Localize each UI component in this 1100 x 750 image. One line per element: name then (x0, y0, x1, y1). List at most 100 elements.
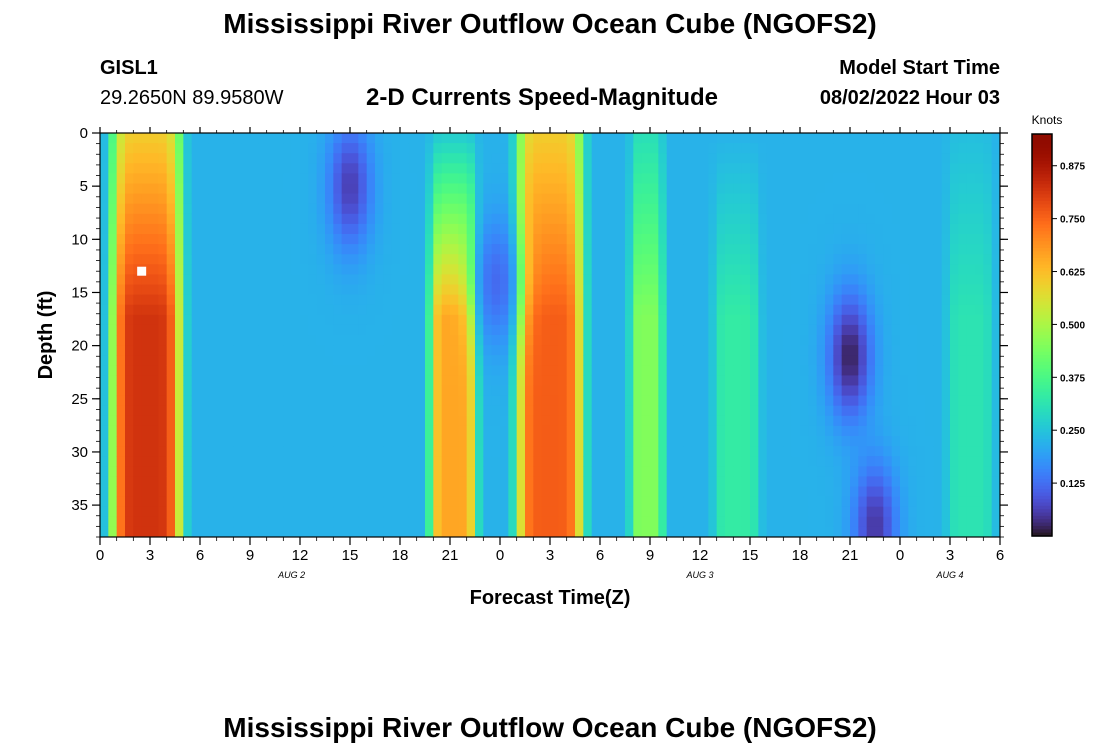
heatmap-cell (841, 264, 851, 275)
heatmap-cell (433, 213, 443, 225)
heatmap-cell (425, 436, 434, 447)
heatmap-cell (350, 436, 359, 447)
heatmap-cell (916, 466, 926, 477)
heatmap-cell (283, 456, 293, 467)
heatmap-cell (933, 405, 943, 417)
heatmap-cell (516, 425, 526, 437)
heatmap-cell (825, 284, 834, 296)
heatmap-cell (458, 405, 468, 417)
heatmap-cell (741, 476, 751, 487)
heatmap-cell (941, 173, 951, 184)
heatmap-cell (775, 506, 784, 518)
heatmap-cell (891, 425, 901, 437)
heatmap-cell (533, 234, 543, 245)
heatmap-cell (341, 314, 351, 326)
heatmap-cell (325, 446, 334, 457)
heatmap-cell (450, 143, 459, 154)
heatmap-cell (925, 213, 934, 225)
heatmap-cell (991, 314, 1001, 326)
heatmap-cell (325, 476, 334, 487)
heatmap-cell (391, 304, 401, 316)
heatmap-cell (483, 425, 493, 437)
heatmap-cell (383, 143, 393, 154)
heatmap-cell (658, 274, 668, 285)
heatmap-cell (291, 446, 301, 457)
heatmap-cell (908, 324, 918, 336)
heatmap-cell (250, 486, 259, 498)
heatmap-cell (475, 446, 484, 457)
heatmap-cell (533, 345, 543, 356)
heatmap-cell (616, 365, 626, 376)
heatmap-cell (241, 395, 251, 407)
heatmap-cell (900, 405, 909, 417)
heatmap-cell (558, 486, 568, 498)
heatmap-cell (500, 163, 509, 174)
heatmap-cell (275, 476, 284, 487)
heatmap-cell (375, 446, 384, 457)
heatmap-cell (200, 516, 209, 528)
heatmap-cell (466, 294, 476, 306)
heatmap-cell (158, 415, 168, 427)
heatmap-cell (900, 234, 909, 245)
x-tick-label: 12 (692, 547, 709, 564)
heatmap-cell (866, 183, 876, 195)
colorbar-segment (1032, 469, 1052, 473)
heatmap-cell (566, 153, 576, 164)
heatmap-cell (625, 284, 634, 296)
heatmap-cell (825, 133, 834, 144)
heatmap-cell (566, 476, 576, 487)
heatmap-cell (358, 173, 368, 184)
heatmap-cell (625, 203, 634, 215)
heatmap-cell (883, 375, 893, 386)
heatmap-cell (758, 446, 768, 457)
heatmap-cell (566, 526, 576, 538)
heatmap-cell (741, 335, 751, 346)
heatmap-cell (183, 143, 193, 154)
heatmap-cell (275, 425, 284, 437)
heatmap-cell (991, 203, 1001, 215)
heatmap-cell (108, 516, 118, 528)
heatmap-cell (658, 183, 668, 195)
heatmap-cell (108, 446, 118, 457)
heatmap-cell (391, 345, 401, 356)
heatmap-cell (600, 223, 609, 235)
heatmap-cell (666, 425, 676, 437)
heatmap-cell (358, 486, 368, 498)
heatmap-cell (150, 193, 159, 205)
heatmap-cell (633, 365, 643, 376)
heatmap-cell (158, 183, 168, 195)
heatmap-cell (991, 415, 1001, 427)
heatmap-cell (233, 254, 243, 265)
heatmap-cell (983, 446, 993, 457)
heatmap-cell (541, 486, 551, 498)
heatmap-cell (533, 506, 543, 518)
heatmap-cell (533, 183, 543, 195)
heatmap-cell (116, 234, 126, 245)
heatmap-cell (416, 163, 426, 174)
heatmap-cell (300, 203, 309, 215)
heatmap-cell (933, 133, 943, 144)
heatmap-cell (441, 324, 451, 336)
heatmap-cell (483, 143, 493, 154)
heatmap-cell (158, 264, 168, 275)
heatmap-cell (791, 486, 801, 498)
heatmap-cell (583, 223, 593, 235)
heatmap-cell (758, 183, 768, 195)
heatmap-cell (991, 496, 1001, 508)
heatmap-cell (216, 456, 226, 467)
heatmap-cell (100, 304, 109, 316)
heatmap-cell (875, 193, 884, 205)
heatmap-cell (916, 506, 926, 518)
heatmap-cell (633, 153, 643, 164)
heatmap-cell (900, 425, 909, 437)
heatmap-cell (525, 163, 534, 174)
heatmap-cell (800, 203, 809, 215)
heatmap-cell (416, 203, 426, 215)
heatmap-cell (233, 173, 243, 184)
heatmap-cell (908, 436, 918, 447)
heatmap-cell (416, 425, 426, 437)
heatmap-cell (708, 516, 718, 528)
heatmap-cell (150, 153, 159, 164)
heatmap-cell (150, 436, 159, 447)
heatmap-cell (866, 143, 876, 154)
